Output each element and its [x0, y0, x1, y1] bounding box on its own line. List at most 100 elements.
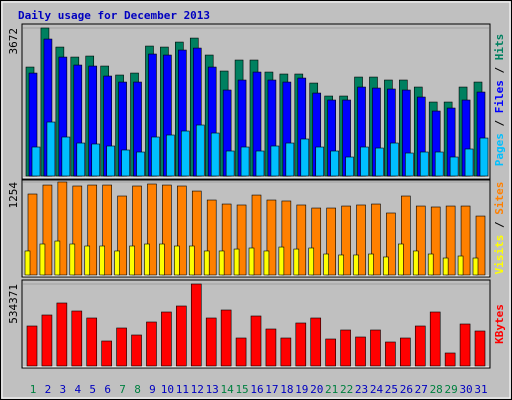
x-tick-label: 25: [385, 383, 398, 396]
bar: [72, 185, 83, 276]
bar: [132, 185, 142, 276]
bar: [300, 138, 310, 177]
bar: [429, 311, 441, 367]
x-tick-label: 22: [340, 383, 353, 396]
bar: [177, 185, 187, 276]
chart-title: Daily usage for December 2013: [18, 9, 210, 22]
legend-entry: Files: [493, 80, 506, 113]
x-tick-label: 27: [415, 383, 428, 396]
bar: [69, 243, 76, 276]
bar: [263, 250, 270, 276]
bar: [383, 256, 389, 276]
bar: [251, 194, 262, 276]
x-tick-label: 7: [119, 383, 126, 396]
bar: [296, 204, 307, 276]
bar: [278, 246, 285, 276]
bar: [161, 311, 172, 367]
bar: [116, 327, 127, 367]
x-tick-label: 31: [474, 383, 487, 396]
x-tick-label: 12: [191, 383, 204, 396]
bar: [281, 200, 292, 276]
bar: [240, 146, 250, 177]
bar: [430, 206, 441, 276]
bar: [368, 253, 374, 276]
bar: [117, 195, 127, 276]
legend-entry: Sites: [493, 182, 506, 215]
bar: [386, 212, 396, 276]
bar: [341, 205, 351, 276]
bar: [99, 245, 105, 276]
y-tick-label: 1254: [7, 182, 20, 209]
bar: [146, 321, 157, 367]
legend-entry: Visits: [493, 235, 506, 275]
bar: [114, 250, 120, 276]
bar: [27, 193, 38, 276]
bar: [401, 195, 411, 276]
bar: [295, 322, 307, 367]
x-tick-label: 8: [134, 383, 141, 396]
bar: [449, 156, 459, 177]
bar: [360, 146, 369, 177]
bar: [84, 245, 91, 276]
bar: [479, 137, 489, 177]
x-tick-label: 20: [310, 383, 323, 396]
bar: [174, 245, 180, 276]
bar: [136, 151, 145, 177]
legend: KBytes: [493, 304, 506, 344]
bar: [61, 136, 71, 177]
bar: [472, 257, 479, 276]
bar: [464, 148, 474, 177]
bar: [151, 136, 160, 177]
bar: [356, 204, 366, 276]
bar: [220, 309, 232, 367]
x-tick-label: 1: [30, 383, 37, 396]
bar: [405, 152, 414, 177]
legend-entry: Hits: [493, 34, 506, 61]
bar: [311, 207, 322, 276]
bar: [42, 184, 53, 276]
bar: [475, 215, 486, 276]
bar: [280, 337, 292, 367]
bar: [326, 207, 336, 276]
x-tick-label: 15: [235, 383, 248, 396]
x-tick-label: 18: [280, 383, 293, 396]
bar: [415, 205, 426, 276]
bar: [270, 145, 280, 177]
x-tick-label: 26: [400, 383, 413, 396]
bar: [225, 150, 235, 177]
x-tick-label: 6: [104, 383, 111, 396]
bar: [106, 145, 115, 177]
bar: [24, 250, 31, 276]
bar: [71, 310, 83, 367]
bar: [147, 183, 157, 276]
x-tick-label: 11: [176, 383, 189, 396]
legend: Visits / Sites: [493, 182, 506, 275]
bar: [205, 317, 217, 367]
bar: [41, 314, 53, 367]
bar: [210, 132, 220, 177]
bar: [338, 254, 344, 276]
bar: [444, 352, 456, 367]
bar: [236, 204, 247, 276]
bar: [400, 337, 411, 367]
bar: [131, 334, 142, 367]
bar: [218, 250, 225, 276]
bar: [371, 203, 381, 276]
x-tick-label: 4: [74, 383, 81, 396]
bar: [460, 205, 471, 276]
legend-separator: /: [493, 215, 506, 235]
bar: [385, 341, 396, 367]
bar: [419, 151, 429, 177]
bar: [390, 142, 399, 177]
bar: [87, 184, 98, 276]
bar: [31, 146, 41, 177]
bar: [191, 190, 202, 276]
x-tick-label: 17: [265, 383, 278, 396]
bar: [398, 243, 404, 276]
x-tick-label: 2: [45, 383, 52, 396]
bar: [206, 199, 217, 276]
bar: [248, 247, 255, 276]
bar: [26, 325, 38, 367]
x-tick-label: 16: [250, 383, 263, 396]
